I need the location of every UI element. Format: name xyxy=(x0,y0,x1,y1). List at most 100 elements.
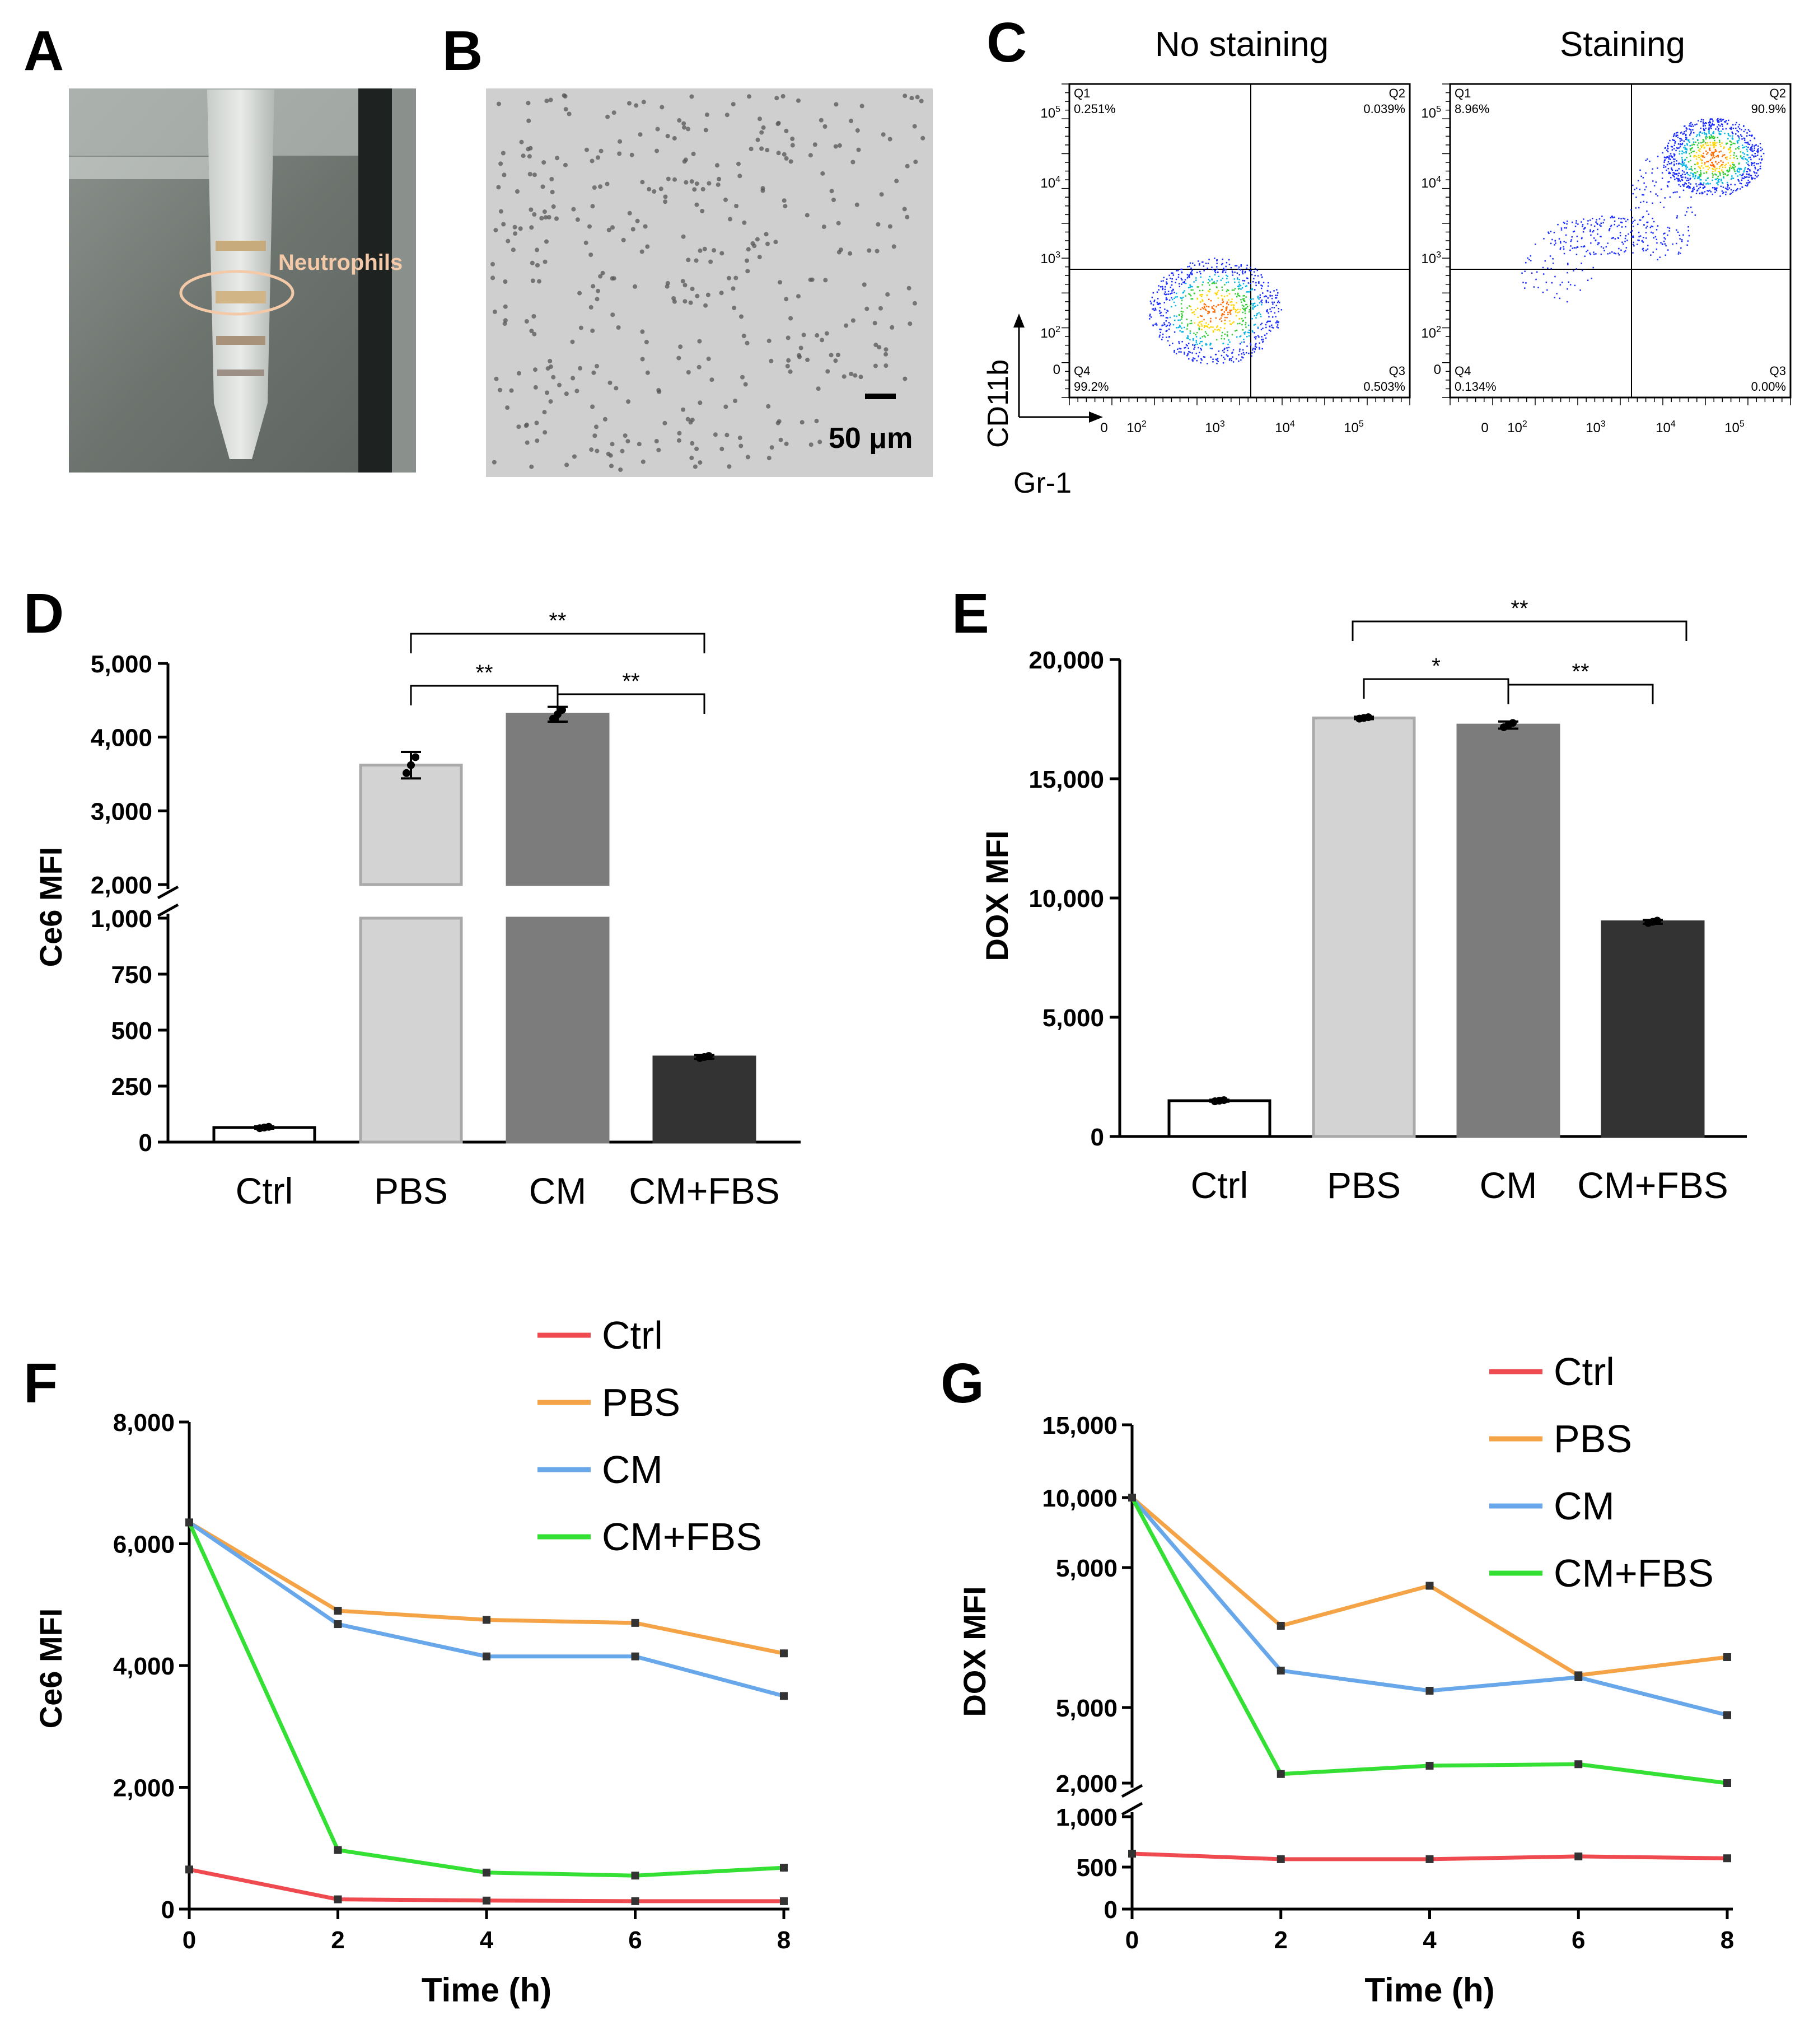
event-dot xyxy=(1653,185,1656,186)
cell-dot xyxy=(610,276,615,281)
event-dot xyxy=(1685,166,1687,168)
event-dot xyxy=(1711,161,1713,163)
event-dot xyxy=(1200,323,1203,325)
event-dot xyxy=(1709,160,1712,161)
event-dot xyxy=(1241,287,1243,289)
event-dot xyxy=(1175,282,1176,284)
event-dot xyxy=(1749,181,1751,183)
event-dot xyxy=(1215,286,1218,288)
cell-dot xyxy=(588,252,593,258)
event-dot xyxy=(1719,174,1721,176)
x-tick-label: 105 xyxy=(1344,419,1364,436)
event-dot xyxy=(1232,304,1234,306)
cell-dot xyxy=(867,248,872,253)
event-dot xyxy=(1180,278,1182,279)
event-dot xyxy=(1237,294,1238,296)
event-dot xyxy=(1686,244,1688,246)
event-dot xyxy=(1703,182,1705,184)
event-dot xyxy=(1705,122,1707,124)
event-dot xyxy=(1754,162,1756,164)
event-dot xyxy=(1561,282,1563,283)
event-dot xyxy=(1567,263,1569,264)
event-dot xyxy=(1187,275,1189,277)
event-dot xyxy=(1152,304,1154,306)
event-dot xyxy=(1189,265,1190,268)
cell-dot xyxy=(665,280,670,286)
event-dot xyxy=(1617,237,1620,239)
significance-bracket xyxy=(410,633,705,653)
event-dot xyxy=(1567,301,1568,303)
event-dot xyxy=(1224,284,1226,286)
event-dot xyxy=(1720,160,1722,162)
event-dot xyxy=(1713,152,1714,154)
y-axis-label: Ce6 MFI xyxy=(33,1608,68,1729)
event-dot xyxy=(1200,341,1201,343)
event-dot xyxy=(1722,161,1724,163)
event-dot xyxy=(1204,303,1207,306)
event-dot xyxy=(1743,171,1745,173)
event-dot xyxy=(1712,171,1714,172)
event-dot xyxy=(1243,280,1246,282)
event-dot xyxy=(1694,177,1696,180)
event-dot xyxy=(1262,340,1264,342)
cell-dot xyxy=(862,282,867,287)
event-dot xyxy=(1738,139,1740,142)
event-dot xyxy=(1694,176,1696,178)
event-dot xyxy=(1630,209,1632,211)
event-dot xyxy=(1748,157,1750,158)
event-dot xyxy=(1158,285,1160,287)
event-dot xyxy=(1582,269,1583,272)
panel-d: D 02505007501,0002,0003,0004,0005,000Ctr… xyxy=(24,582,801,1212)
event-dot xyxy=(1249,329,1250,331)
event-dot xyxy=(1662,152,1663,154)
event-dot xyxy=(1162,288,1163,291)
event-dot xyxy=(1736,121,1737,124)
event-dot xyxy=(1703,128,1705,130)
cell-dot xyxy=(521,153,526,158)
event-dot xyxy=(1592,266,1594,269)
event-dot xyxy=(1573,230,1575,232)
event-dot xyxy=(1251,330,1254,332)
y-tick-label: 20,000 xyxy=(1028,647,1104,674)
cell-dot xyxy=(836,221,841,226)
event-dot xyxy=(1171,306,1172,308)
event-dot xyxy=(1671,161,1673,163)
event-dot xyxy=(1618,217,1620,219)
cell-dot xyxy=(766,456,772,461)
cell-dot xyxy=(574,389,579,394)
event-dot xyxy=(1698,149,1700,151)
cell-dot xyxy=(759,130,764,135)
event-dot xyxy=(1682,133,1684,135)
event-dot xyxy=(1689,187,1691,189)
event-dot xyxy=(1260,316,1262,317)
event-dot xyxy=(1152,292,1154,294)
cell-dot xyxy=(876,222,881,227)
event-dot xyxy=(1197,307,1199,309)
event-dot xyxy=(1705,127,1707,129)
event-dot xyxy=(1162,287,1164,289)
series-point xyxy=(1277,1667,1285,1675)
event-dot xyxy=(1664,232,1666,234)
cell-dot xyxy=(785,364,790,368)
event-dot xyxy=(1743,156,1745,158)
event-dot xyxy=(1726,170,1728,172)
cell-dot xyxy=(621,237,626,242)
event-dot xyxy=(1731,177,1733,179)
event-dot xyxy=(1674,142,1676,144)
event-dot xyxy=(1697,139,1699,141)
cell-dot xyxy=(761,125,766,130)
y-tick-label: 105 xyxy=(1040,105,1060,121)
event-dot xyxy=(1693,125,1694,127)
y-tick-label: 5,000 xyxy=(1042,1004,1104,1032)
event-dot xyxy=(1609,229,1610,231)
event-dot xyxy=(1555,242,1556,244)
event-dot xyxy=(1180,348,1182,350)
event-dot xyxy=(1161,339,1163,340)
cell-dot xyxy=(498,387,502,392)
event-dot xyxy=(1270,330,1271,332)
cell-dot xyxy=(755,237,760,242)
event-dot xyxy=(1277,294,1278,296)
cell-dot xyxy=(690,418,695,422)
event-dot xyxy=(1181,279,1183,280)
